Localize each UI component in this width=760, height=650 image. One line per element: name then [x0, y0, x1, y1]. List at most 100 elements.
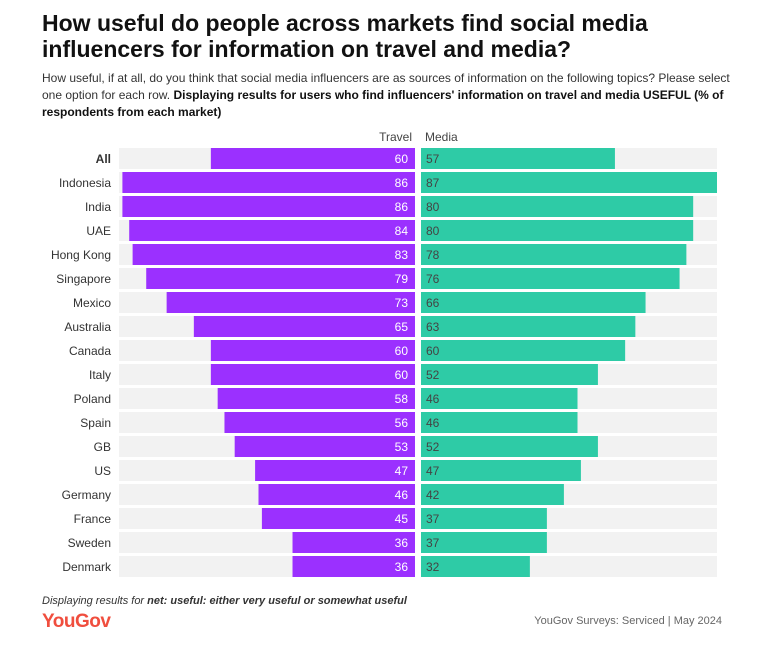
value-label-media-canada: 60 — [426, 344, 440, 358]
value-label-media-denmark: 32 — [426, 560, 440, 574]
bar-travel-hong-kong — [132, 244, 415, 265]
footnote-bold: net: useful: either very useful or somew… — [147, 595, 407, 607]
value-label-travel-all: 60 — [395, 152, 409, 166]
series-label-travel: Travel — [379, 130, 412, 144]
value-label-media-italy: 52 — [426, 368, 440, 382]
category-label-indonesia: Indonesia — [59, 176, 111, 190]
value-label-media-germany: 42 — [426, 488, 440, 502]
source-text: YouGov Surveys: Serviced | May 2024 — [534, 615, 722, 627]
category-label-gb: GB — [94, 440, 111, 454]
series-label-media: Media — [425, 130, 458, 144]
bar-media-singapore — [421, 268, 680, 289]
bar-travel-india — [122, 196, 416, 217]
subtitle-bold-text: Displaying results for users who find in… — [42, 88, 724, 119]
bar-travel-australia — [193, 316, 415, 337]
value-label-media-indonesia: 87 — [426, 176, 440, 190]
value-label-travel-sweden: 36 — [395, 536, 409, 550]
value-label-travel-us: 47 — [395, 464, 409, 478]
category-label-singapore: Singapore — [56, 272, 111, 286]
value-label-travel-hong-kong: 83 — [395, 248, 409, 262]
bar-media-spain — [421, 412, 578, 433]
subtitle-text: How useful, if at all, do you think that… — [42, 71, 730, 102]
bar-media-sweden — [421, 532, 547, 553]
value-label-travel-australia: 65 — [395, 320, 409, 334]
value-label-media-uae: 80 — [426, 224, 440, 238]
bar-media-germany — [421, 484, 564, 505]
yougov-logo: YouGov — [42, 611, 111, 632]
chart-subtitle: How useful, if at all, do you think that… — [42, 70, 732, 121]
value-label-travel-canada: 60 — [395, 344, 409, 358]
bar-media-france — [421, 508, 547, 529]
value-label-media-all: 57 — [426, 152, 440, 166]
bar-travel-uae — [129, 220, 415, 241]
category-label-denmark: Denmark — [62, 560, 112, 574]
value-label-travel-singapore: 79 — [395, 272, 409, 286]
bar-travel-sweden — [292, 532, 415, 553]
value-label-media-poland: 46 — [426, 392, 440, 406]
bar-media-indonesia — [421, 172, 717, 193]
bar-travel-italy — [210, 364, 415, 385]
bar-travel-poland — [217, 388, 415, 409]
category-label-poland: Poland — [74, 392, 111, 406]
footnote-prefix: Displaying results for — [42, 595, 145, 607]
value-label-media-us: 47 — [426, 464, 440, 478]
bar-media-canada — [421, 340, 626, 361]
value-label-media-australia: 63 — [426, 320, 440, 334]
bar-travel-spain — [224, 412, 415, 433]
category-label-sweden: Sweden — [68, 536, 111, 550]
category-label-mexico: Mexico — [73, 296, 111, 310]
bar-media-australia — [421, 316, 636, 337]
value-label-travel-denmark: 36 — [395, 560, 409, 574]
value-label-media-hong-kong: 78 — [426, 248, 440, 262]
bar-media-poland — [421, 388, 578, 409]
value-label-travel-indonesia: 86 — [395, 176, 409, 190]
bar-travel-all — [210, 148, 415, 169]
bar-travel-germany — [258, 484, 415, 505]
value-label-travel-poland: 58 — [395, 392, 409, 406]
bar-travel-indonesia — [122, 172, 416, 193]
bar-travel-canada — [210, 340, 415, 361]
category-label-australia: Australia — [64, 320, 111, 334]
value-label-travel-france: 45 — [395, 512, 409, 526]
bar-media-gb — [421, 436, 598, 457]
category-label-hong-kong: Hong Kong — [51, 248, 111, 262]
bar-media-italy — [421, 364, 598, 385]
category-label-canada: Canada — [69, 344, 111, 358]
category-label-us: US — [94, 464, 111, 478]
category-label-all: All — [96, 152, 111, 166]
bar-media-denmark — [421, 556, 530, 577]
category-label-india: India — [85, 200, 111, 214]
value-label-media-sweden: 37 — [426, 536, 440, 550]
bar-travel-singapore — [146, 268, 415, 289]
value-label-media-spain: 46 — [426, 416, 440, 430]
footnote: Displaying results for net: useful: eith… — [42, 595, 407, 607]
bar-media-mexico — [421, 292, 646, 313]
bar-media-hong-kong — [421, 244, 687, 265]
category-label-uae: UAE — [86, 224, 111, 238]
value-label-travel-uae: 84 — [395, 224, 409, 238]
value-label-media-mexico: 66 — [426, 296, 440, 310]
value-label-travel-gb: 53 — [395, 440, 409, 454]
value-label-media-singapore: 76 — [426, 272, 440, 286]
value-label-travel-italy: 60 — [395, 368, 409, 382]
bar-media-all — [421, 148, 615, 169]
value-label-media-india: 80 — [426, 200, 440, 214]
bar-media-uae — [421, 220, 694, 241]
category-label-spain: Spain — [80, 416, 111, 430]
category-label-germany: Germany — [62, 488, 111, 502]
value-label-travel-spain: 56 — [395, 416, 409, 430]
value-label-media-gb: 52 — [426, 440, 440, 454]
bar-travel-france — [261, 508, 415, 529]
chart-title: How useful do people across markets find… — [42, 10, 648, 62]
bar-travel-denmark — [292, 556, 415, 577]
value-label-travel-india: 86 — [395, 200, 409, 214]
value-label-travel-germany: 46 — [395, 488, 409, 502]
bar-travel-gb — [234, 436, 415, 457]
category-label-italy: Italy — [89, 368, 111, 382]
value-label-travel-mexico: 73 — [395, 296, 409, 310]
category-label-france: France — [74, 512, 112, 526]
bar-travel-us — [255, 460, 415, 481]
bar-media-india — [421, 196, 694, 217]
bar-media-us — [421, 460, 581, 481]
